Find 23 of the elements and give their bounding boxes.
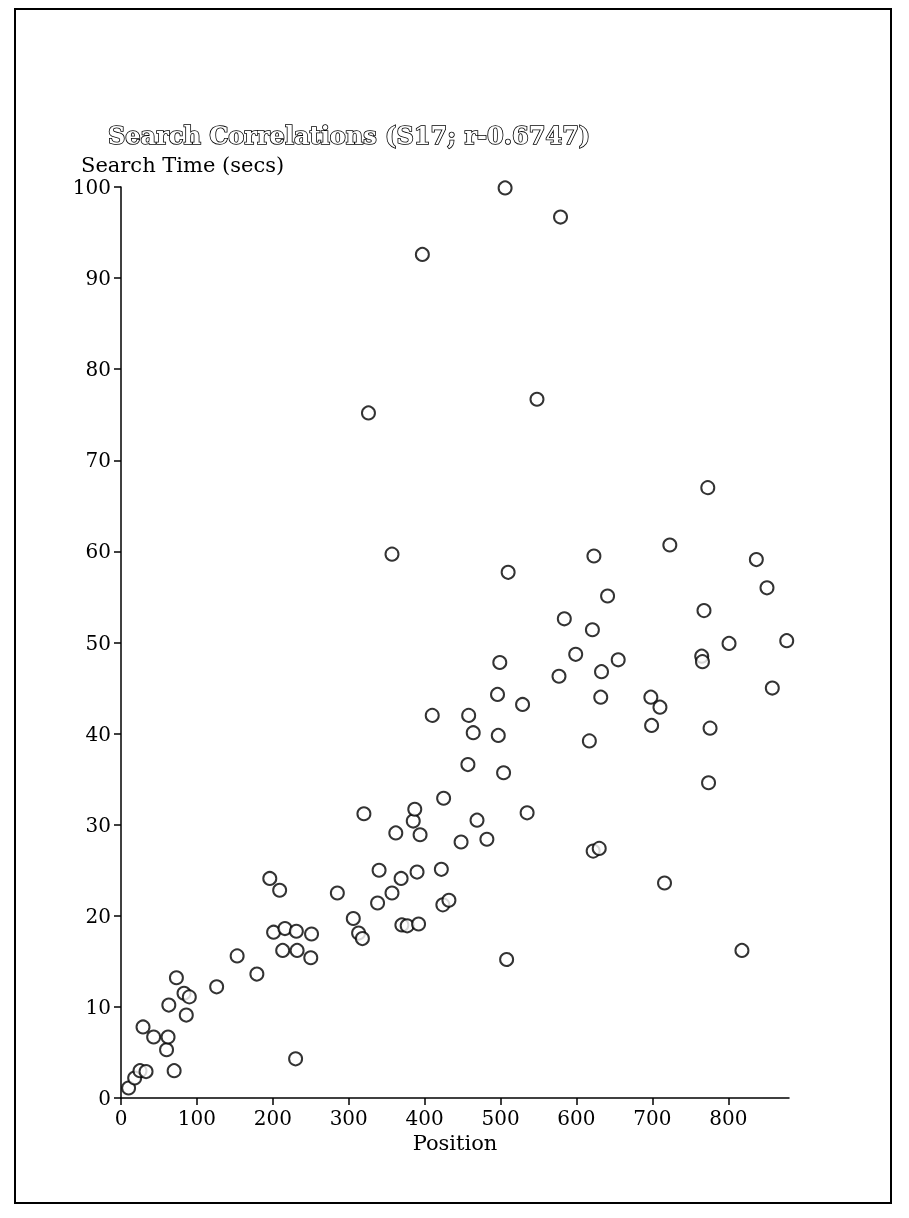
- y-tick-label: 50: [85, 630, 111, 655]
- y-tick-label: 70: [85, 448, 111, 473]
- x-tick-label: 200: [253, 1106, 292, 1130]
- chart-title: Search Correlations (S17; r-0.6747): [108, 120, 591, 150]
- y-tick-label: 0: [98, 1086, 111, 1110]
- y-axis-title: Search Time (secs): [81, 152, 285, 177]
- x-tick-label: 600: [557, 1106, 596, 1130]
- y-tick-label: 100: [72, 175, 111, 199]
- x-tick-label: 800: [709, 1106, 748, 1130]
- y-tick-label: 90: [85, 266, 111, 291]
- x-tick-label: 500: [481, 1106, 520, 1130]
- x-tick-label: 100: [177, 1106, 216, 1130]
- x-tick-label: 400: [405, 1106, 444, 1130]
- x-tick-label: 0: [114, 1106, 128, 1130]
- y-tick-label: 20: [85, 903, 111, 928]
- x-axis-title: Position: [412, 1131, 498, 1156]
- x-tick-label: 300: [329, 1106, 368, 1130]
- y-tick-label: 60: [85, 539, 111, 564]
- y-tick-label: 10: [85, 994, 111, 1019]
- y-tick-label: 30: [85, 812, 111, 837]
- x-tick-label: 700: [633, 1106, 672, 1130]
- y-tick-label: 80: [85, 357, 111, 382]
- y-tick-label: 40: [85, 721, 111, 746]
